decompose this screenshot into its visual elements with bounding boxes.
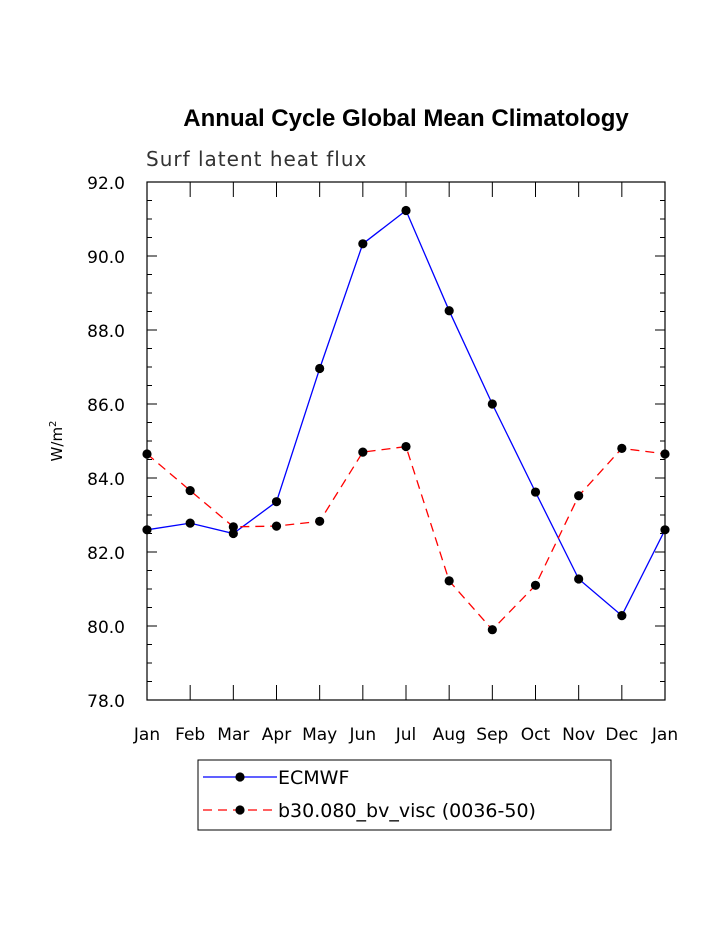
x-tick-label: Jan [651, 725, 678, 745]
series-1-point [271, 497, 282, 507]
x-tick-label: Nov [562, 725, 595, 745]
x-tick-label: Jun [349, 725, 377, 745]
series-2-point [444, 576, 454, 586]
series-1-point [530, 487, 541, 497]
series-2-point [487, 625, 497, 635]
series-1-point [574, 574, 584, 584]
legend-label-1: ECMWF [278, 767, 349, 789]
series-2-point [617, 443, 627, 453]
series-1-point [487, 399, 497, 409]
y-tick-label: 88.0 [87, 322, 125, 342]
x-tick-label: Apr [262, 725, 291, 745]
x-tick-label: Dec [605, 725, 638, 745]
series-2-point [358, 447, 368, 457]
legend-items: ECMWF b30.080_bv_visc (0036-50) [203, 767, 536, 822]
chart-title: Annual Cycle Global Mean Climatology [183, 105, 629, 132]
y-tick-label: 90.0 [87, 248, 125, 268]
y-tick-label: 78.0 [87, 692, 125, 712]
series-1-point [315, 363, 325, 374]
series-2-point [401, 441, 411, 452]
plot-frame [146, 181, 666, 701]
series-layer [142, 205, 670, 635]
legend-box [197, 759, 612, 831]
x-tick-labels: Jan Feb Mar Apr May Jun Jul Aug Sep Oct Nov Dec Jan [133, 725, 678, 745]
y-tick-label: 86.0 [87, 396, 125, 416]
axis-ticks [146, 181, 666, 701]
y-axis-label-sup: 2 [48, 421, 59, 427]
series-2-point [228, 522, 238, 532]
x-tick-label: Feb [175, 725, 205, 745]
legend: ECMWF b30.080_bv_visc (0036-50) [197, 759, 612, 831]
series-1-point [358, 239, 368, 249]
x-tick-label: Sep [476, 725, 508, 745]
series-2-point [315, 516, 325, 526]
series-1-point [444, 306, 454, 316]
series-line-2 [146, 445, 666, 631]
y-tick-label: 84.0 [87, 470, 125, 490]
series-2-point [530, 580, 541, 590]
series-2-point [574, 491, 584, 501]
chart-subtitle: Surf latent heat flux [146, 147, 367, 171]
y-tick-label: 82.0 [87, 544, 125, 564]
x-tick-label: Aug [433, 725, 466, 745]
series-1-point [401, 205, 411, 216]
series-2-point [271, 521, 282, 531]
x-tick-label: Oct [521, 725, 551, 745]
y-tick-label: 92.0 [87, 174, 125, 194]
legend-marker-2 [235, 805, 245, 815]
series-line-1 [146, 209, 666, 617]
legend-label-2: b30.080_bv_visc (0036-50) [278, 800, 536, 822]
series-2-point [185, 485, 195, 496]
y-axis-label: W/m2 [48, 421, 66, 462]
y-tick-labels: 78.0 80.0 82.0 84.0 86.0 88.0 90.0 92.0 [87, 174, 125, 712]
x-tick-label: May [302, 725, 337, 745]
x-tick-label: Mar [217, 725, 249, 745]
y-tick-label: 80.0 [87, 618, 125, 638]
x-tick-label: Jan [133, 725, 160, 745]
y-axis-label-main: W/m [48, 427, 66, 462]
x-tick-label: Jul [395, 725, 417, 745]
series-1-point [617, 611, 627, 621]
series-1-point [185, 518, 195, 528]
series-1-point [228, 528, 238, 539]
legend-marker-1 [235, 772, 245, 782]
